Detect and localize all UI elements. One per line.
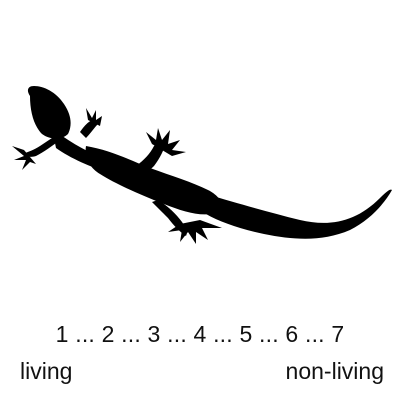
scale-separator: ... — [298, 320, 332, 347]
scale-point-2: 2 — [101, 320, 115, 347]
lizard-icon — [12, 86, 392, 244]
scale-separator: ... — [68, 320, 102, 347]
scale-separator: ... — [206, 320, 240, 347]
scale-separator: ... — [160, 320, 194, 347]
scale-point-3: 3 — [147, 320, 161, 347]
scale-point-7: 7 — [331, 320, 345, 347]
scale-point-1: 1 — [55, 320, 69, 347]
scale-separator: ... — [114, 320, 148, 347]
rating-scale: 1 ... 2 ... 3 ... 4 ... 5 ... 6 ... 7 — [0, 316, 400, 352]
scale-anchor-left: living — [20, 358, 73, 384]
scale-point-4: 4 — [193, 320, 207, 347]
scale-separator: ... — [252, 320, 286, 347]
scale-anchor-right: non-living — [285, 358, 384, 384]
scale-point-6: 6 — [285, 320, 299, 347]
scale-point-5: 5 — [239, 320, 253, 347]
